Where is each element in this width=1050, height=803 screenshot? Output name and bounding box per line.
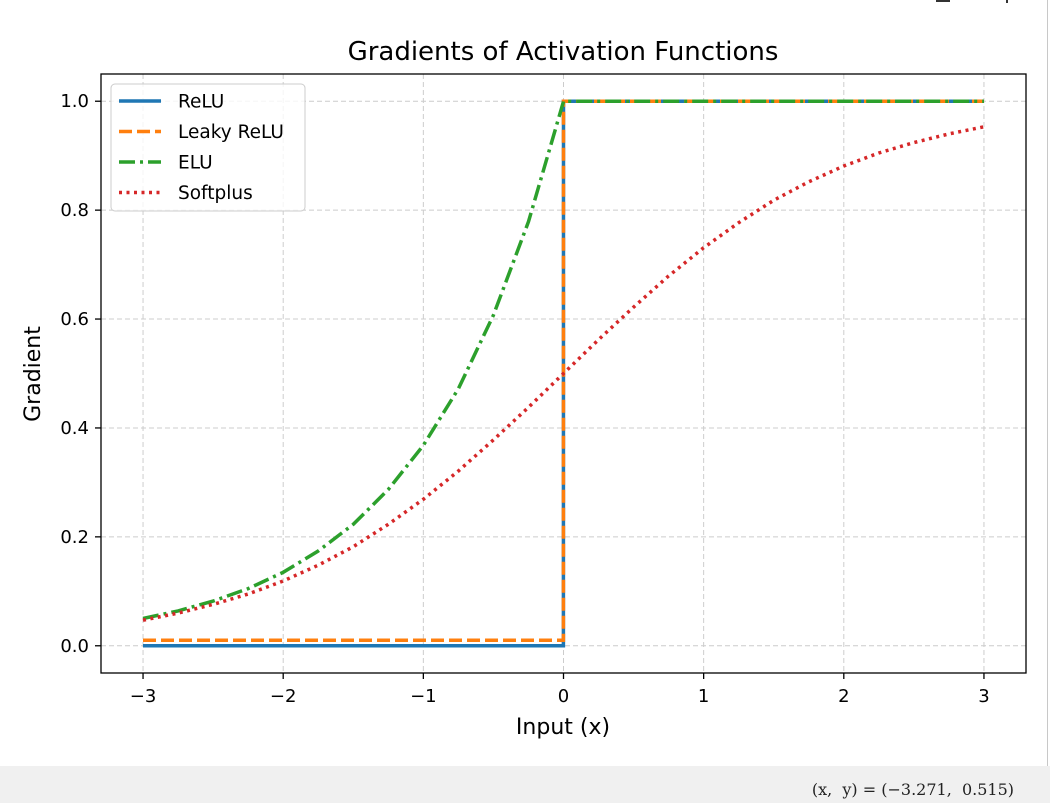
minimize-icon[interactable] — [936, 0, 950, 2]
x-tick-label-4: 1 — [698, 686, 709, 707]
y-tick-label-4: 0.8 — [60, 200, 89, 221]
chart-title: Gradients of Activation Functions — [348, 37, 779, 67]
legend-label-1: Leaky ReLU — [178, 122, 284, 143]
x-axis-title: Input (x) — [516, 715, 610, 740]
y-tick-label-2: 0.4 — [60, 418, 89, 439]
series-line-leaky-relu — [143, 99, 984, 643]
legend: ReLU Leaky ReLU ELU Softplus — [110, 83, 306, 212]
legend-box — [110, 83, 306, 212]
y-tick-label-5: 1.0 — [60, 91, 89, 112]
y-tick-label-0: 0.0 — [60, 636, 89, 657]
x-tick-label-2: −1 — [410, 686, 437, 707]
y-axis-title: Gradient — [21, 326, 46, 422]
maximize-icon[interactable] — [1006, 0, 1008, 3]
chart-figure: Gradients of Activation Functions −3 −2 −1… — [21, 37, 1027, 740]
series-line-elu — [142, 99, 984, 621]
legend-label-2: ELU — [178, 153, 213, 174]
window-controls — [930, 0, 1050, 4]
series-line-softplus — [142, 125, 985, 622]
x-tick-label-0: −3 — [130, 686, 157, 707]
legend-label-3: Softplus — [178, 183, 253, 204]
status-bar: (x, y) = (−3.271, 0.515) — [0, 766, 1050, 803]
x-tick-label-3: 0 — [558, 686, 569, 707]
legend-label-0: ReLU — [178, 92, 224, 113]
x-tick-label-6: 3 — [978, 686, 989, 707]
y-tick-label-1: 0.2 — [60, 527, 89, 548]
x-tick-label-1: −2 — [270, 686, 297, 707]
coordinate-readout: (x, y) = (−3.271, 0.515) — [811, 780, 1014, 799]
x-tick-label-5: 2 — [838, 686, 849, 707]
window-edge — [1047, 0, 1048, 766]
y-tick-label-3: 0.6 — [60, 309, 89, 330]
